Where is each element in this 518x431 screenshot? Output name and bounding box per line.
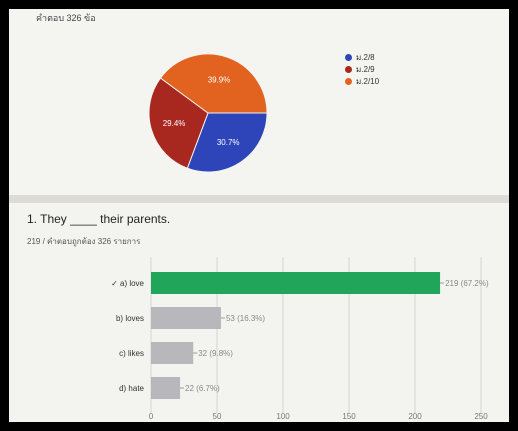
value-label: 22 (6.7%) — [185, 384, 220, 393]
x-tick-label: 100 — [276, 412, 290, 421]
legend-swatch — [345, 77, 352, 85]
legend-item: ม.2/10 — [345, 75, 379, 87]
legend-item: ม.2/8 — [345, 51, 379, 63]
bar — [151, 307, 221, 329]
question-title: 1. They ____ their parents. — [27, 212, 171, 226]
value-label: 32 (9.8%) — [198, 349, 233, 358]
x-tick-label: 0 — [149, 412, 154, 421]
category-label: c) likes — [119, 349, 144, 358]
x-tick-label: 200 — [408, 412, 422, 421]
pie-slice-label: 39.9% — [208, 75, 231, 84]
bar-chart: 0 50 100 150 200 250 ✓ a) love 219 (67.2%) b) lo… — [111, 257, 489, 421]
pie-chart: 30.7% 29.4% 39.9% — [148, 53, 268, 173]
x-tick-label: 250 — [474, 412, 488, 421]
pie-slice — [148, 77, 209, 169]
pie-chart-card: คำตอบ 326 ข้อ 30.7% 29.4% 39.9% ม.2/8 ม.2/9… — [9, 9, 509, 195]
legend-label: ม.2/8 — [356, 52, 375, 62]
card-divider — [9, 195, 509, 203]
legend-swatch — [345, 65, 352, 73]
correct-summary: 219 / คำตอบถูกต้อง 326 รายการ — [27, 237, 141, 246]
pie-legend: ม.2/8 ม.2/9 ม.2/10 — [345, 51, 379, 87]
legend-item: ม.2/9 — [345, 63, 379, 75]
category-label: d) hate — [119, 384, 144, 393]
value-label: 219 (67.2%) — [445, 279, 489, 288]
value-label: 53 (16.3%) — [226, 314, 265, 323]
x-tick-label: 50 — [213, 412, 222, 421]
pie-slice-label: 29.4% — [163, 119, 186, 128]
bar — [151, 272, 441, 294]
pie-slice — [186, 112, 268, 173]
x-tick-label: 150 — [342, 412, 356, 421]
category-label: b) loves — [116, 314, 144, 323]
category-label: ✓ a) love — [111, 279, 144, 288]
legend-label: ม.2/9 — [356, 64, 375, 74]
legend-label: ม.2/10 — [356, 76, 380, 86]
pie-slice — [159, 53, 268, 114]
response-count: คำตอบ 326 ข้อ — [36, 13, 96, 23]
pie-slice-label: 30.7% — [217, 138, 240, 147]
screen-frame: คำตอบ 326 ข้อ 30.7% 29.4% 39.9% ม.2/8 ม.2/9… — [9, 9, 509, 422]
legend-swatch — [345, 53, 352, 61]
bar — [151, 342, 194, 364]
bar — [151, 377, 181, 399]
question-card: 1. They ____ their parents. 219 / คำตอบถ… — [9, 203, 509, 422]
